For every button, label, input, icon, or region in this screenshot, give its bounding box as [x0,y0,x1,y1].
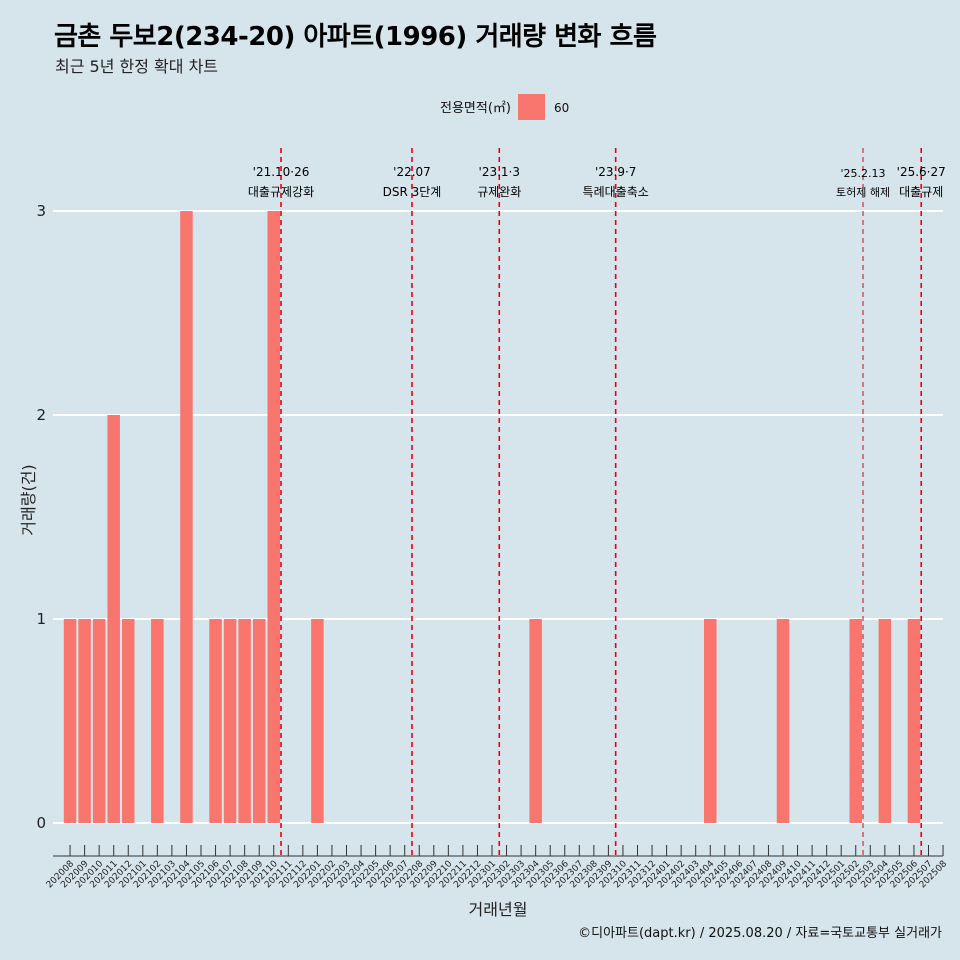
bar-202304 [529,619,542,823]
bar-202104 [180,211,193,823]
bar-202110 [267,211,280,823]
legend-title: 전용면적(㎡) [440,101,511,116]
event-date: '23.1·3 [479,165,520,179]
event-label: 대출규제강화 [248,185,314,199]
chart-title: 금촌 두보2(234-20) 아파트(1996) 거래량 변화 흐름 [54,22,657,52]
event-date: '21.10·26 [253,165,310,179]
bar-202502 [849,619,862,823]
bar-202107 [223,619,237,823]
event-markers: '21.10·26 대출규제강화 '22.07 DSR 3단계 '23.1·3 규제완화 '… [248,148,946,856]
bars [63,211,921,823]
event-label: 토허제 해제 [836,185,890,199]
bar-202404 [704,619,717,823]
event-date: '25.6·27 [897,165,946,179]
bar-202009 [78,619,91,823]
chart-subtitle: 최근 5년 한정 확대 차트 [55,57,219,76]
bar-202504 [878,619,892,823]
bar-202108 [238,619,251,823]
bar-202011 [107,415,120,823]
bar-202012 [122,619,135,823]
legend: 전용면적(㎡) 60 [440,94,569,120]
bar-202109 [252,619,266,823]
event-date: '22.07 [393,165,431,179]
event-date: '25.2.13 [841,167,886,180]
event-label: 대출규제 [899,185,943,199]
x-axis: 2020082020092020102020112020122021012021… [45,845,949,890]
x-axis-title: 거래년월 [469,900,528,919]
bar-202409 [776,619,790,823]
legend-swatch [518,94,545,120]
y-tick-label: 2 [36,406,46,424]
bar-202008 [63,619,77,823]
bar-202102 [151,619,164,823]
event-date: '23.9·7 [595,165,636,179]
y-tick-label: 1 [36,610,46,628]
event-label: 특례대출축소 [583,185,649,199]
event-label: 규제완화 [477,185,521,199]
y-axis: 0 1 2 3 [36,202,46,832]
grid-lines [53,210,943,824]
legend-label: 60 [554,101,569,115]
y-tick-label: 0 [36,814,46,832]
source-caption: ©디아파트(dapt.kr) / 2025.08.20 / 자료=국토교통부 실… [578,926,942,941]
bar-202010 [92,619,106,823]
bar-202506 [907,619,921,823]
y-tick-label: 3 [36,202,46,220]
event-label: DSR 3단계 [383,185,442,199]
y-axis-title: 거래량(건) [19,464,38,535]
bar-202106 [209,619,222,823]
bar-202201 [311,619,324,823]
